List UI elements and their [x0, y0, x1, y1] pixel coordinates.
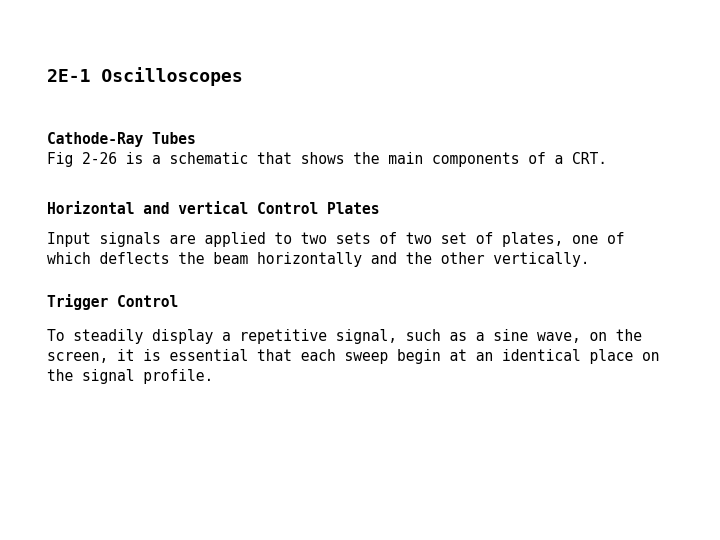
- Text: Trigger Control: Trigger Control: [47, 294, 178, 310]
- Text: To steadily display a repetitive signal, such as a sine wave, on the
screen, it : To steadily display a repetitive signal,…: [47, 329, 660, 384]
- Text: Horizontal and vertical Control Plates: Horizontal and vertical Control Plates: [47, 202, 379, 218]
- Text: Fig 2-26 is a schematic that shows the main components of a CRT.: Fig 2-26 is a schematic that shows the m…: [47, 152, 607, 167]
- Text: 2E-1 Oscilloscopes: 2E-1 Oscilloscopes: [47, 68, 243, 86]
- Text: Input signals are applied to two sets of two set of plates, one of
which deflect: Input signals are applied to two sets of…: [47, 232, 624, 267]
- Text: Cathode-Ray Tubes: Cathode-Ray Tubes: [47, 132, 196, 147]
